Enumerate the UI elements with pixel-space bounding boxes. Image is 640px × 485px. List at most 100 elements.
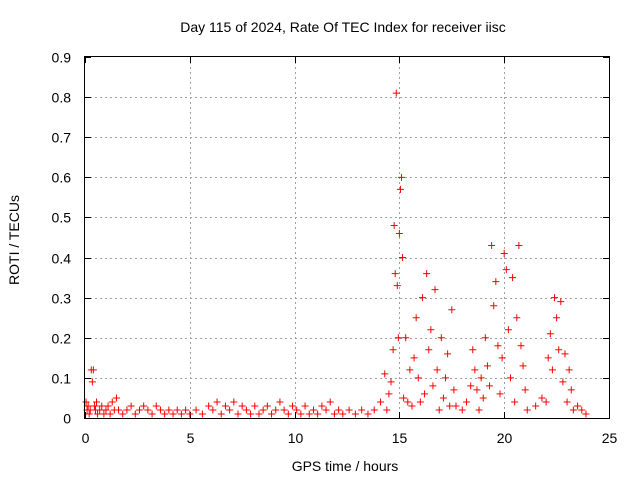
- y-tick-label: 0.2: [52, 331, 72, 347]
- data-point: [509, 274, 517, 282]
- data-point: [565, 366, 573, 374]
- data-point: [515, 242, 523, 250]
- y-axis-label: ROTI / TECUs: [6, 195, 22, 285]
- data-point: [511, 398, 519, 406]
- data-point: [135, 406, 143, 414]
- data-point: [305, 410, 313, 418]
- data-point: [471, 366, 479, 374]
- x-tick-label: 15: [392, 430, 408, 446]
- data-point: [578, 406, 586, 414]
- data-point: [394, 334, 402, 342]
- data-point: [385, 390, 393, 398]
- data-point: [542, 398, 550, 406]
- data-point: [506, 374, 514, 382]
- y-tick-label: 0.9: [52, 50, 72, 66]
- data-point: [351, 410, 359, 418]
- data-point: [205, 402, 213, 410]
- data-point: [458, 406, 466, 414]
- data-point: [381, 370, 389, 378]
- data-point: [263, 402, 271, 410]
- data-point: [559, 378, 567, 386]
- y-tick-label: 0: [63, 411, 71, 427]
- data-point: [140, 402, 148, 410]
- data-point: [213, 398, 221, 406]
- data-point: [345, 406, 353, 414]
- y-tick-label: 0.3: [52, 291, 72, 307]
- data-point: [410, 354, 418, 362]
- data-point: [314, 410, 322, 418]
- data-point: [177, 410, 185, 418]
- data-point: [144, 406, 152, 414]
- data-point: [448, 306, 456, 314]
- data-point: [408, 402, 416, 410]
- data-point: [521, 386, 529, 394]
- data-point: [297, 410, 305, 418]
- x-tick-label: 20: [497, 430, 513, 446]
- data-point: [387, 378, 395, 386]
- data-point: [421, 390, 429, 398]
- data-point: [102, 406, 110, 414]
- data-point: [553, 314, 561, 322]
- y-tick-label: 0.7: [52, 130, 72, 146]
- data-point: [389, 346, 397, 354]
- data-point: [90, 402, 98, 410]
- data-point: [492, 278, 500, 286]
- data-point: [339, 410, 347, 418]
- x-tick-label: 25: [602, 430, 618, 446]
- y-tick-label: 0.6: [52, 170, 72, 186]
- data-point: [186, 410, 194, 418]
- x-tick-label: 10: [288, 430, 304, 446]
- data-point: [444, 350, 452, 358]
- data-point: [551, 294, 559, 302]
- data-point: [574, 402, 582, 410]
- y-tick-label: 0.8: [52, 90, 72, 106]
- data-point: [563, 398, 571, 406]
- data-point: [226, 406, 234, 414]
- data-point: [173, 406, 181, 414]
- data-point: [96, 406, 104, 414]
- data-point: [469, 346, 477, 354]
- data-point: [289, 402, 297, 410]
- data-point: [284, 410, 292, 418]
- data-point: [481, 334, 489, 342]
- data-point: [148, 410, 156, 418]
- data-point: [462, 398, 470, 406]
- data-point: [94, 410, 102, 418]
- data-point: [106, 410, 114, 418]
- data-point: [395, 229, 403, 237]
- data-point: [127, 402, 135, 410]
- data-point: [98, 402, 106, 410]
- data-point: [582, 410, 590, 418]
- data-point: [450, 386, 458, 394]
- data-point: [442, 374, 450, 382]
- data-point: [255, 410, 263, 418]
- data-point: [169, 410, 177, 418]
- data-point: [392, 89, 400, 97]
- data-point: [548, 366, 556, 374]
- data-point: [500, 250, 508, 258]
- y-tick-label: 0.4: [52, 251, 72, 267]
- data-point: [238, 402, 246, 410]
- data-point: [414, 374, 422, 382]
- x-tick-label: 0: [82, 430, 90, 446]
- data-point: [439, 394, 447, 402]
- data-point: [82, 398, 90, 406]
- data-point: [513, 314, 521, 322]
- data-point: [131, 410, 139, 418]
- data-point: [486, 382, 494, 390]
- data-point: [251, 402, 259, 410]
- data-point: [100, 410, 108, 418]
- data-point: [473, 386, 481, 394]
- data-point: [326, 398, 334, 406]
- data-point: [391, 270, 399, 278]
- data-point: [115, 406, 123, 414]
- data-point: [364, 410, 372, 418]
- data-point: [490, 302, 498, 310]
- ticks-layer: 0 0.1 0.2 0.3 0.4 0.5 0.6 0.7 0.8 0.9 0 5 10 15 20 25: [52, 50, 618, 447]
- data-point: [259, 406, 267, 414]
- data-point: [523, 406, 531, 414]
- y-tick-label: 0.5: [52, 210, 72, 226]
- data-point: [406, 366, 414, 374]
